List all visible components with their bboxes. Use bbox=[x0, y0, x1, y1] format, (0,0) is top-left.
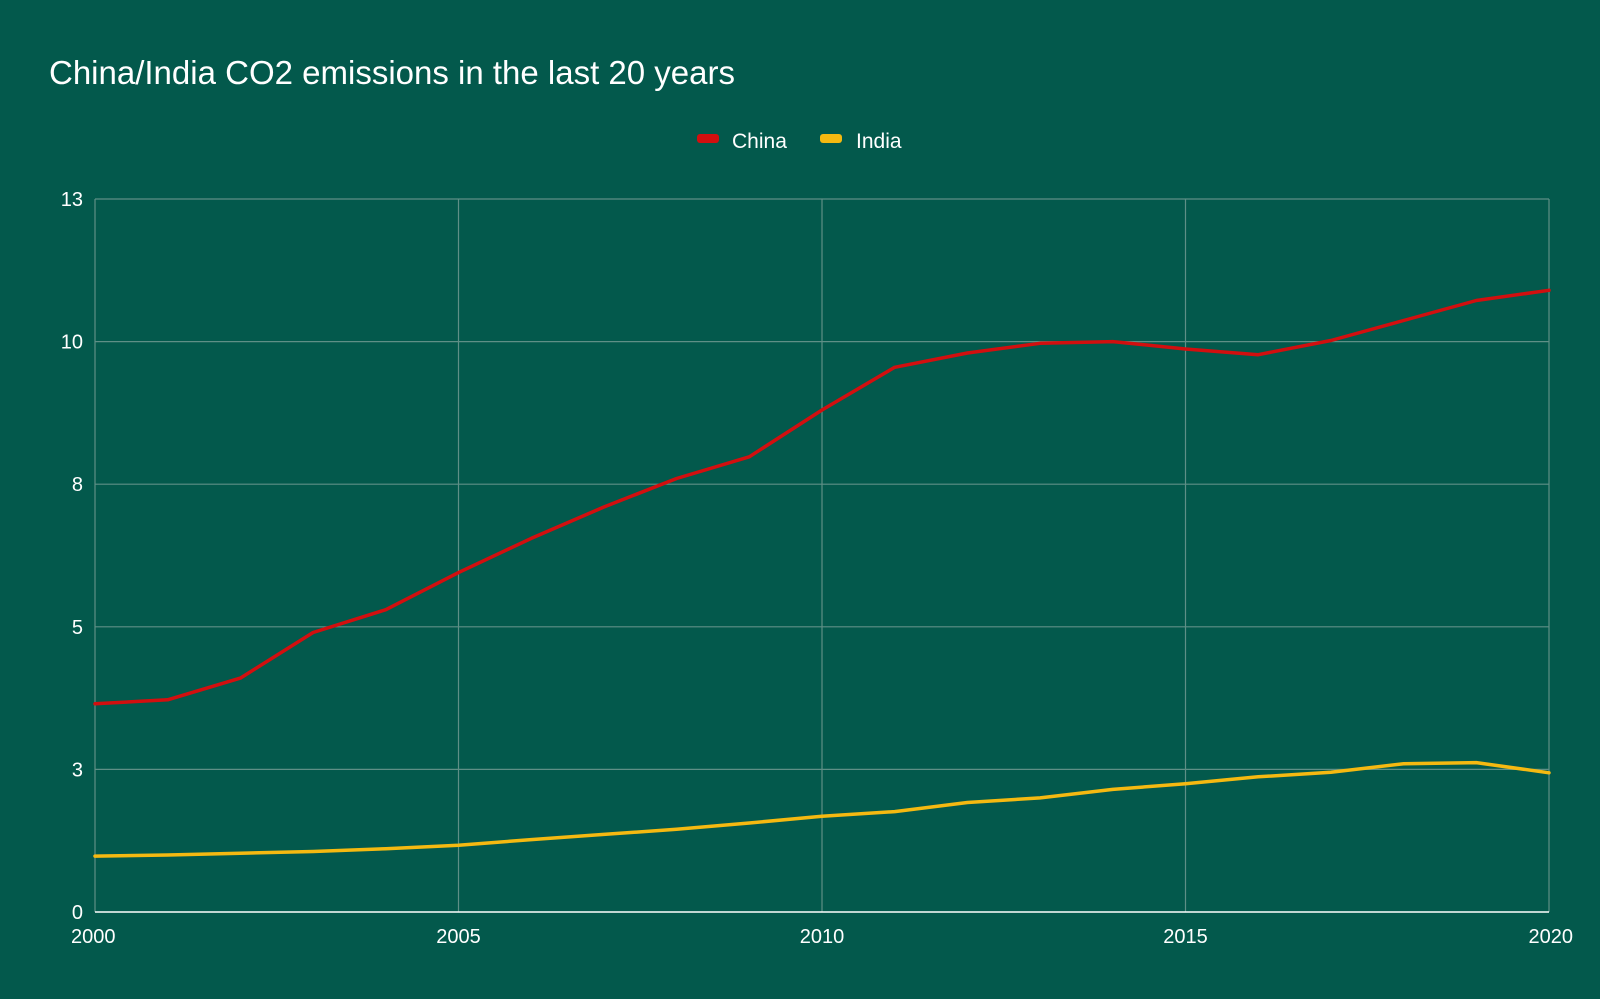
data-point-india[interactable] bbox=[1108, 784, 1118, 794]
data-point-india[interactable] bbox=[817, 811, 827, 821]
data-point-india[interactable] bbox=[163, 850, 173, 860]
x-tick-label: 2010 bbox=[800, 926, 845, 948]
data-point-china[interactable] bbox=[90, 699, 100, 709]
data-point-india[interactable] bbox=[1399, 759, 1409, 769]
data-point-china[interactable] bbox=[599, 502, 609, 512]
data-point-china[interactable] bbox=[744, 452, 754, 462]
chart-title: China/India CO2 emissions in the last 20… bbox=[49, 54, 735, 91]
legend-item-india[interactable]: India bbox=[820, 130, 902, 153]
legend-item-china[interactable]: China bbox=[697, 130, 787, 153]
x-tick-label: 2000 bbox=[71, 926, 116, 948]
data-point-india[interactable] bbox=[454, 840, 464, 850]
series-layer bbox=[90, 285, 1554, 861]
data-point-india[interactable] bbox=[381, 844, 391, 854]
data-point-china[interactable] bbox=[1471, 296, 1481, 306]
data-point-india[interactable] bbox=[90, 851, 100, 861]
data-point-china[interactable] bbox=[163, 695, 173, 705]
data-point-india[interactable] bbox=[890, 807, 900, 817]
y-tick-label: 8 bbox=[72, 474, 83, 496]
data-point-india[interactable] bbox=[599, 829, 609, 839]
data-point-india[interactable] bbox=[672, 824, 682, 834]
x-tick-label: 2005 bbox=[436, 926, 481, 948]
data-point-india[interactable] bbox=[1544, 768, 1554, 778]
legend: China India bbox=[697, 130, 902, 153]
data-point-india[interactable] bbox=[744, 818, 754, 828]
data-point-china[interactable] bbox=[890, 362, 900, 372]
grid bbox=[94, 198, 1550, 912]
data-point-china[interactable] bbox=[1108, 337, 1118, 347]
data-point-india[interactable] bbox=[1326, 767, 1336, 777]
legend-label-china: China bbox=[732, 130, 787, 153]
data-point-china[interactable] bbox=[454, 568, 464, 578]
y-tick-label: 13 bbox=[61, 189, 83, 211]
data-point-china[interactable] bbox=[1544, 285, 1554, 295]
data-point-china[interactable] bbox=[1035, 338, 1045, 348]
x-tick-label: 2020 bbox=[1529, 926, 1574, 948]
axes: 0 3 5 8 10 13 2000 2005 2010 2015 2020 bbox=[61, 189, 1573, 948]
data-point-china[interactable] bbox=[1399, 315, 1409, 325]
x-tick-label: 2015 bbox=[1163, 926, 1208, 948]
data-point-china[interactable] bbox=[962, 348, 972, 358]
data-point-india[interactable] bbox=[1253, 772, 1263, 782]
data-point-india[interactable] bbox=[1471, 758, 1481, 768]
data-point-india[interactable] bbox=[235, 848, 245, 858]
data-point-india[interactable] bbox=[1035, 793, 1045, 803]
data-point-china[interactable] bbox=[526, 533, 536, 543]
legend-label-india: India bbox=[856, 130, 902, 153]
data-point-china[interactable] bbox=[672, 473, 682, 483]
y-tick-label: 5 bbox=[72, 617, 83, 639]
data-point-china[interactable] bbox=[1181, 344, 1191, 354]
data-point-china[interactable] bbox=[308, 628, 318, 638]
data-point-india[interactable] bbox=[1181, 779, 1191, 789]
data-point-china[interactable] bbox=[1326, 335, 1336, 345]
data-point-india[interactable] bbox=[526, 835, 536, 845]
legend-swatch-china bbox=[697, 134, 719, 143]
legend-swatch-india bbox=[820, 134, 842, 143]
y-tick-label: 3 bbox=[72, 759, 83, 781]
series-line-india bbox=[93, 760, 1551, 858]
data-point-china[interactable] bbox=[235, 673, 245, 683]
data-point-china[interactable] bbox=[817, 405, 827, 415]
data-point-china[interactable] bbox=[381, 605, 391, 615]
data-point-india[interactable] bbox=[962, 797, 972, 807]
data-point-china[interactable] bbox=[1253, 350, 1263, 360]
data-point-india[interactable] bbox=[308, 847, 318, 857]
y-tick-label: 0 bbox=[72, 902, 83, 924]
y-tick-label: 10 bbox=[61, 332, 83, 354]
series-line-china bbox=[93, 288, 1551, 706]
